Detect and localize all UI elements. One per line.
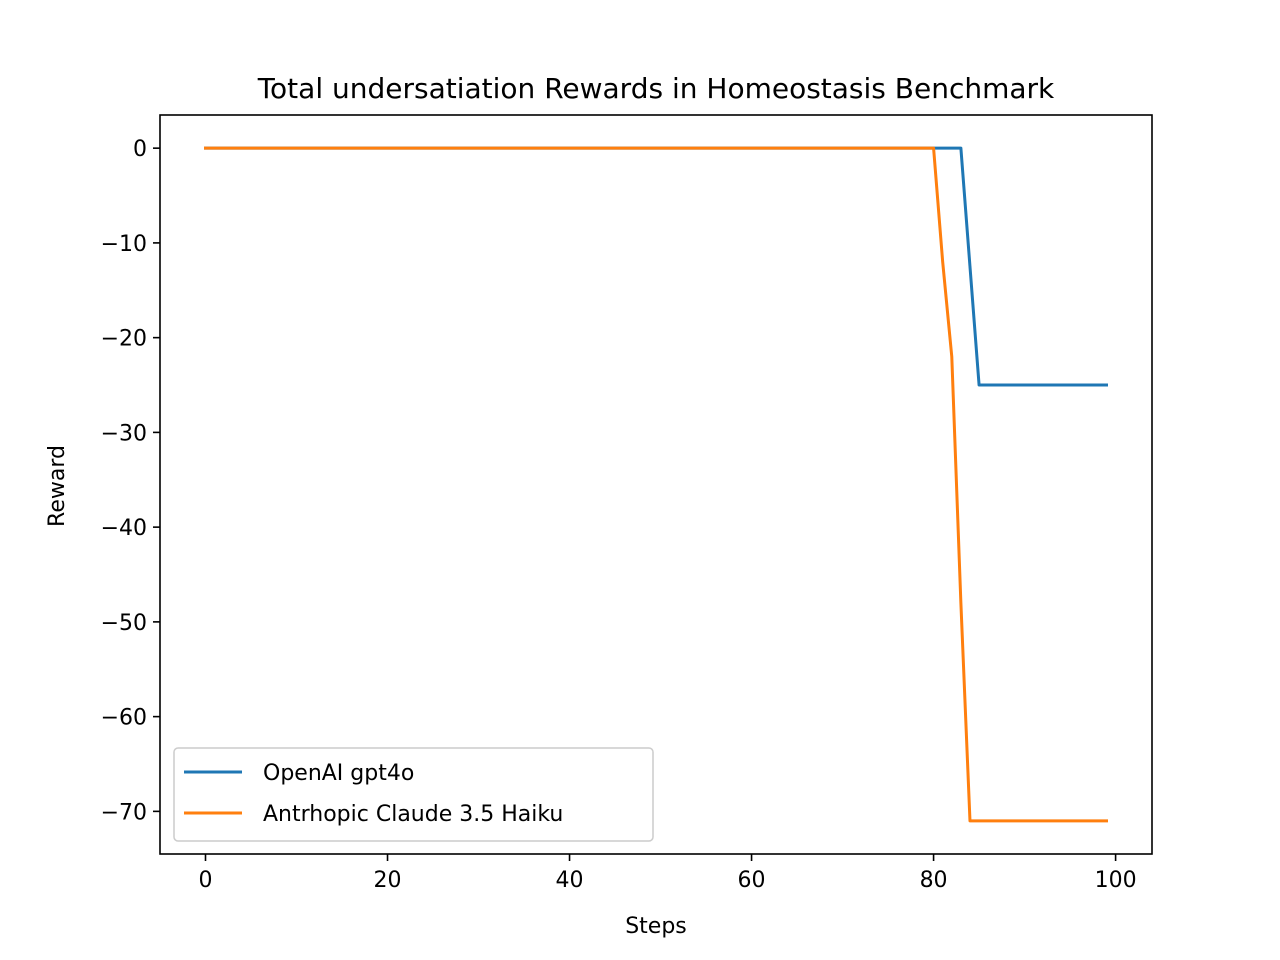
series-layer <box>204 146 1108 823</box>
y-tick-label: −30 <box>101 421 147 446</box>
y-axis-label: Reward <box>45 445 70 527</box>
y-tick-label: −40 <box>101 516 147 541</box>
y-tick-label: −20 <box>101 327 147 352</box>
legend-label-2: Antrhopic Claude 3.5 Haiku <box>263 802 563 827</box>
x-tick-label: 80 <box>920 868 948 893</box>
y-tick-label: −60 <box>101 706 147 731</box>
x-tick-label: 0 <box>199 868 213 893</box>
x-tick-label: 60 <box>738 868 766 893</box>
y-tick-label: −50 <box>101 611 147 636</box>
legend: OpenAI gpt4o Antrhopic Claude 3.5 Haiku <box>173 747 654 842</box>
series-line-2 <box>204 146 1108 823</box>
legend-box <box>173 747 654 842</box>
x-axis-label: Steps <box>625 914 687 939</box>
x-axis-ticks: 0 20 40 60 80 100 <box>199 854 1137 893</box>
y-tick-label: 0 <box>133 137 147 162</box>
x-tick-label: 100 <box>1095 868 1137 893</box>
y-tick-label: −70 <box>101 800 147 825</box>
x-tick-label: 20 <box>374 868 402 893</box>
y-axis-ticks: 0 −10 −20 −30 −40 −50 −60 −70 <box>101 137 160 825</box>
chart-title: Total undersatiation Rewards in Homeosta… <box>257 72 1055 105</box>
x-tick-label: 40 <box>556 868 584 893</box>
legend-label-1: OpenAI gpt4o <box>263 761 414 786</box>
y-tick-label: −10 <box>101 232 147 257</box>
plot-frame <box>159 114 1153 855</box>
